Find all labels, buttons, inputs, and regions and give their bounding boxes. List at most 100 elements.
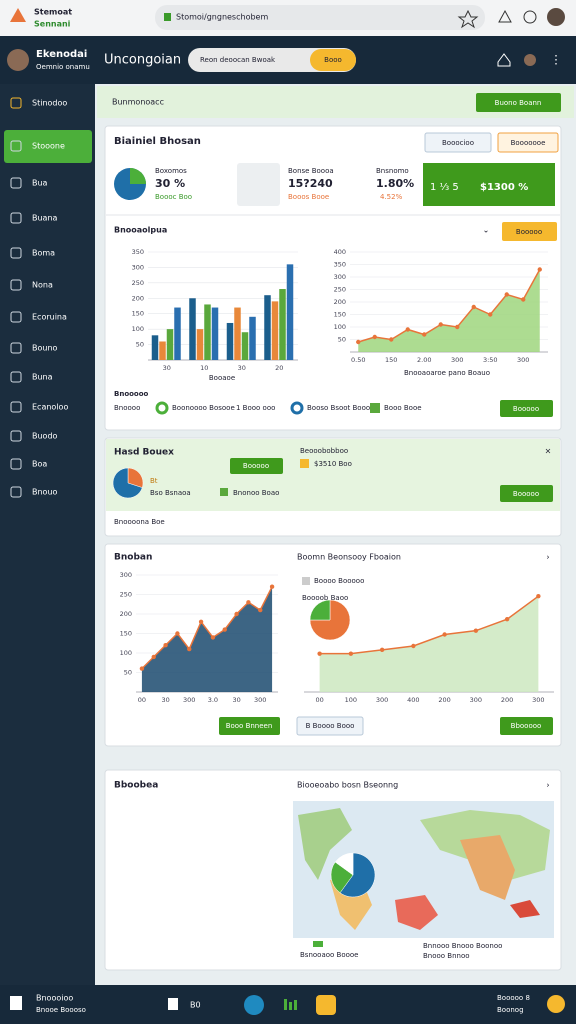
footer-icon bbox=[284, 999, 287, 1010]
section-title: Biooeoabo bosn Bseonng bbox=[297, 781, 398, 790]
nav-icon bbox=[10, 371, 22, 383]
action-button[interactable] bbox=[500, 400, 553, 417]
card-footer: Bnoooona Boe bbox=[114, 518, 165, 526]
footer-icon[interactable] bbox=[244, 995, 264, 1015]
button-label: Booooo bbox=[516, 228, 542, 236]
x-tick-label: 30 bbox=[238, 364, 246, 372]
nav-item[interactable]: Boa bbox=[32, 460, 47, 469]
pie-caption: Boooob Baoo bbox=[302, 594, 348, 602]
legend-item: 1 Booo ooo bbox=[236, 404, 275, 412]
menu-icon[interactable]: ⋮ bbox=[550, 53, 562, 67]
user-name: Ekenodai bbox=[36, 49, 87, 60]
button[interactable] bbox=[497, 132, 559, 153]
line bbox=[319, 595, 539, 655]
home-icon[interactable] bbox=[497, 53, 511, 67]
legend-item: Bnonoo Boao bbox=[233, 489, 279, 497]
filter-button[interactable] bbox=[502, 222, 557, 241]
bar bbox=[151, 335, 159, 360]
placeholder bbox=[237, 163, 280, 206]
footer-icon bbox=[10, 996, 22, 1010]
y-tick-label: 50 bbox=[124, 669, 132, 677]
nav-item[interactable]: Buodo bbox=[32, 432, 58, 441]
nav-item[interactable]: Bouno bbox=[32, 344, 58, 353]
button-label: Booo Bnneen bbox=[226, 722, 273, 730]
stat-value: 1.80% bbox=[376, 177, 414, 190]
url-bar[interactable] bbox=[155, 5, 485, 30]
bar bbox=[189, 298, 196, 360]
x-tick-label: 300 bbox=[532, 696, 544, 704]
nav-item[interactable]: Stooone bbox=[32, 142, 65, 151]
y-tick-label: 400 bbox=[334, 248, 346, 256]
x-axis-title: Booaoe bbox=[209, 374, 235, 382]
footer-icon[interactable] bbox=[547, 995, 565, 1013]
nav-item[interactable]: Ecoruina bbox=[32, 313, 67, 322]
star-icon[interactable] bbox=[457, 9, 479, 29]
y-tick-label: 250 bbox=[132, 279, 144, 287]
dropdown-icon[interactable]: ⌄ bbox=[483, 226, 490, 235]
legend-item: Bnoooo bbox=[114, 404, 140, 412]
x-tick-label: 200 bbox=[438, 696, 450, 704]
chevron[interactable]: › bbox=[546, 781, 549, 790]
section-title: Bnooaolpua bbox=[114, 226, 167, 235]
nav-item[interactable]: Buana bbox=[32, 214, 58, 223]
y-tick-label: 200 bbox=[120, 610, 132, 618]
card-title: Bnoban bbox=[114, 553, 152, 563]
button[interactable] bbox=[296, 716, 364, 736]
y-tick-label: 350 bbox=[334, 261, 346, 269]
nav-item[interactable]: Buna bbox=[32, 373, 53, 382]
close-icon[interactable]: × bbox=[545, 447, 552, 456]
x-tick-label: 100 bbox=[345, 696, 357, 704]
point bbox=[379, 647, 385, 653]
button-label: Booooo bbox=[513, 405, 539, 413]
point bbox=[163, 643, 168, 648]
bar bbox=[159, 341, 166, 360]
ext-icon[interactable] bbox=[498, 9, 512, 23]
nav-item[interactable]: Stinodoo bbox=[32, 99, 67, 108]
x-tick-label: 30 bbox=[161, 696, 169, 704]
y-tick-label: 300 bbox=[132, 263, 144, 271]
footer-icon[interactable] bbox=[316, 995, 336, 1015]
button[interactable] bbox=[500, 485, 553, 502]
x-tick-label: 300 bbox=[517, 356, 529, 364]
nav-item[interactable]: Nona bbox=[32, 281, 53, 290]
footer-text: Boonog bbox=[497, 1006, 524, 1014]
bar bbox=[226, 322, 234, 360]
legend-item: Boooo Booooo bbox=[314, 577, 364, 585]
bar bbox=[271, 301, 279, 360]
point bbox=[269, 584, 275, 589]
point bbox=[175, 631, 180, 636]
sidebar bbox=[0, 84, 95, 985]
point bbox=[411, 643, 416, 649]
stat-label: Boxomos bbox=[155, 167, 187, 175]
button[interactable] bbox=[230, 458, 283, 474]
nav-item[interactable]: Boma bbox=[32, 249, 55, 258]
button[interactable] bbox=[219, 717, 280, 735]
nav-item[interactable]: Ecanoloo bbox=[32, 403, 68, 412]
search-button-label: Booo bbox=[324, 56, 342, 64]
bar bbox=[166, 329, 174, 360]
profile-icon[interactable] bbox=[523, 10, 537, 24]
legend-item: Booo Booe bbox=[384, 404, 422, 412]
x-tick-label: 3.0 bbox=[208, 696, 218, 704]
chevron[interactable]: › bbox=[546, 553, 549, 562]
bar bbox=[241, 332, 249, 360]
search-button[interactable] bbox=[310, 49, 356, 71]
avatar[interactable] bbox=[547, 8, 565, 26]
breadcrumb: Bunmonoacc bbox=[112, 98, 164, 107]
point bbox=[536, 593, 541, 599]
gear-icon[interactable] bbox=[524, 54, 536, 66]
pie-label: Bt bbox=[150, 477, 158, 485]
y-tick-label: 100 bbox=[120, 649, 132, 657]
point bbox=[187, 646, 192, 652]
legend-item: Boonoooo Bosooe bbox=[172, 404, 235, 412]
area bbox=[358, 269, 540, 352]
point bbox=[222, 627, 227, 632]
value-text: $3510 Boo bbox=[314, 460, 352, 468]
nav-item[interactable]: Bua bbox=[32, 179, 48, 188]
button[interactable] bbox=[500, 717, 553, 735]
button[interactable] bbox=[424, 132, 492, 153]
stat-sub: 4.52% bbox=[380, 193, 403, 201]
nav-item[interactable]: Bnouo bbox=[32, 488, 58, 497]
footer-icon[interactable] bbox=[168, 998, 178, 1010]
primary-button[interactable] bbox=[476, 93, 561, 112]
